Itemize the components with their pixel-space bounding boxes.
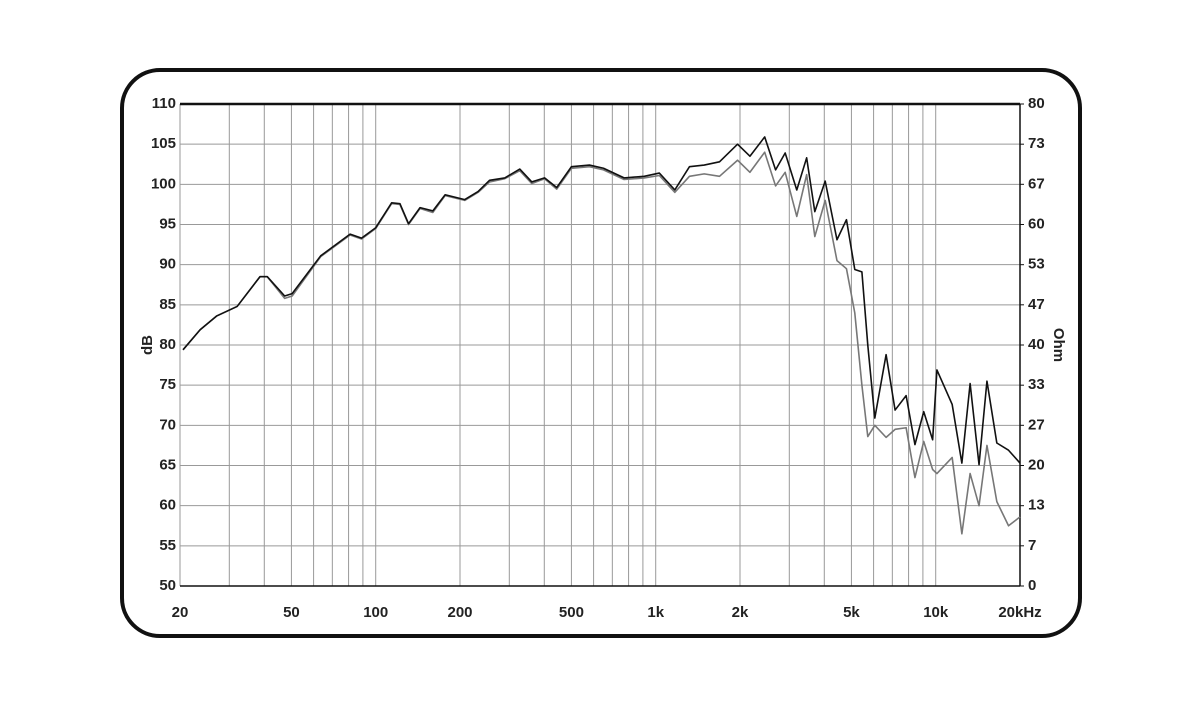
x-tick-label: 2k	[732, 604, 749, 621]
y-tick-label: 110	[152, 95, 176, 112]
y2-tick-label: 0	[1028, 577, 1036, 594]
x-tick-label: 200	[447, 604, 472, 621]
x-tick-label: 500	[559, 604, 584, 621]
y-tick-label: 85	[159, 296, 176, 313]
y-tick-label: 100	[151, 175, 176, 192]
y-tick-label: 50	[159, 577, 176, 594]
response-line	[182, 136, 1021, 466]
y2-tick-label: 60	[1028, 215, 1045, 232]
y2-tick-label: 13	[1028, 497, 1045, 514]
frame	[120, 68, 1082, 638]
y-tick-label: 105	[151, 135, 176, 152]
y2-tick-label: 33	[1028, 376, 1045, 393]
y-tick-label: 65	[159, 456, 176, 473]
y2-tick-label: 27	[1028, 416, 1045, 433]
y2-tick-label: 53	[1028, 256, 1045, 273]
x-tick-label: 5k	[843, 604, 860, 621]
y2-tick-label: 40	[1028, 336, 1045, 353]
y-tick-label: 55	[159, 537, 176, 554]
y2-axis-label: Ohm	[1050, 328, 1067, 362]
y-tick-label: 70	[159, 416, 176, 433]
y2-tick-label: 47	[1028, 296, 1045, 313]
x-tick-label: 100	[363, 604, 388, 621]
x-tick-label: 20kHz	[998, 604, 1041, 621]
y2-tick-label: 7	[1028, 537, 1036, 554]
y2-tick-label: 20	[1028, 456, 1045, 473]
y-tick-label: 90	[159, 256, 176, 273]
x-tick-label: 50	[283, 604, 300, 621]
y2-tick-label: 67	[1028, 175, 1045, 192]
y-tick-label: 95	[159, 215, 176, 232]
x-tick-label: 1k	[647, 604, 664, 621]
y2-tick-label: 73	[1028, 135, 1045, 152]
x-tick-label: 20	[172, 604, 189, 621]
y2-tick-label: 80	[1028, 95, 1045, 112]
y-tick-label: 80	[159, 336, 176, 353]
y-tick-label: 75	[159, 376, 176, 393]
y-axis-label: dB	[139, 335, 156, 355]
x-tick-label: 10k	[923, 604, 949, 621]
y-tick-label: 60	[159, 497, 176, 514]
